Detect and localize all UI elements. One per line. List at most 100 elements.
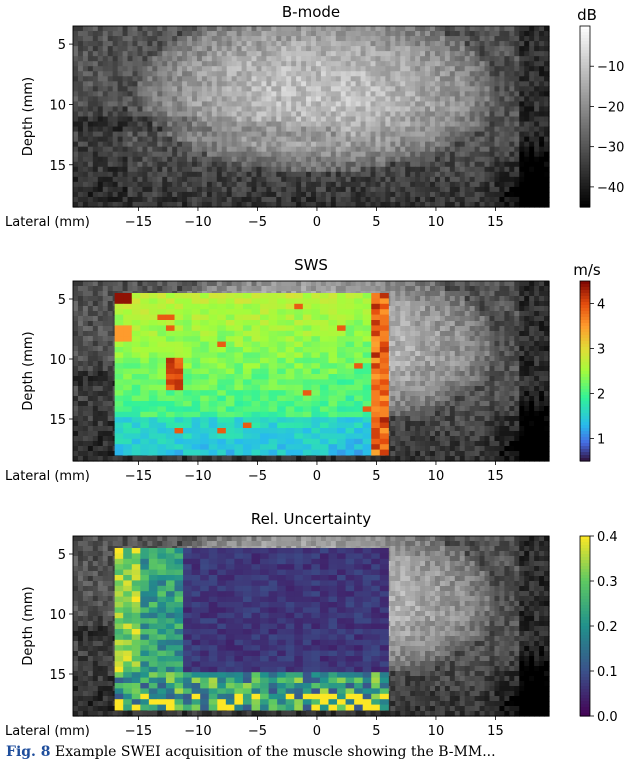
heatmap-cell (484, 136, 491, 143)
heatmap-cell (182, 201, 188, 208)
heatmap-cell (345, 56, 352, 62)
heatmap-cell (162, 161, 168, 168)
x-tick-label: 15 (487, 215, 504, 230)
heatmap-cell (375, 176, 382, 183)
heatmap-cell (430, 51, 436, 57)
heatmap-cell (206, 181, 213, 188)
colorbar-segment (580, 104, 590, 109)
heatmap-cell (479, 346, 486, 352)
heatmap-cell (187, 106, 193, 113)
heatmap-cell (271, 96, 277, 103)
heatmap-cell (241, 136, 248, 143)
heatmap-cell (434, 341, 441, 347)
heatmap-cell (380, 56, 386, 62)
heatmap-cell (340, 36, 347, 42)
heatmap-cell (241, 96, 248, 103)
heatmap-cell (544, 331, 550, 337)
heatmap-cell (425, 346, 431, 352)
heatmap-cell (499, 51, 505, 57)
heatmap-cell (241, 81, 248, 87)
heatmap-cell (107, 281, 114, 287)
heatmap-cell (385, 136, 391, 143)
heatmap-cell (405, 71, 411, 77)
heatmap-cell (291, 161, 297, 168)
heatmap-cell (415, 91, 421, 97)
heatmap-cell (226, 156, 233, 163)
heatmap-cell (400, 106, 406, 113)
heatmap-cell (484, 71, 491, 77)
heatmap-cell (430, 316, 436, 322)
heatmap-cell (206, 286, 213, 292)
heatmap-cell (82, 136, 89, 143)
heatmap-cell (301, 286, 307, 292)
heatmap-cell (296, 26, 302, 32)
heatmap-cell (201, 41, 208, 47)
heatmap-cell (474, 56, 481, 62)
heatmap-cell (534, 66, 540, 72)
heatmap-cell (73, 141, 79, 148)
heatmap-cell (340, 66, 347, 72)
heatmap-cell (534, 141, 540, 148)
heatmap-cell (395, 341, 401, 347)
heatmap-cell (286, 131, 292, 138)
heatmap-cell (415, 341, 421, 347)
heatmap-cell (226, 41, 233, 47)
heatmap-cell (291, 101, 297, 108)
heatmap-cell (519, 146, 525, 153)
heatmap-cell (177, 196, 183, 203)
heatmap-cell (509, 26, 515, 32)
heatmap-cell (276, 46, 282, 52)
heatmap-cell (142, 286, 148, 292)
heatmap-cell (509, 196, 515, 203)
heatmap-cell (162, 181, 168, 188)
heatmap-cell (444, 106, 451, 113)
heatmap-cell (375, 281, 382, 287)
heatmap-cell (241, 76, 248, 82)
heatmap-cell (221, 91, 228, 97)
heatmap-cell (122, 106, 129, 113)
heatmap-cell (494, 101, 501, 108)
heatmap-cell (182, 171, 188, 178)
heatmap-cell (360, 76, 367, 82)
heatmap-cell (420, 316, 426, 322)
heatmap-cell (221, 201, 228, 208)
heatmap-cell (519, 201, 525, 208)
heatmap-cell (430, 36, 436, 42)
heatmap-cell (231, 51, 238, 57)
heatmap-cell (201, 136, 208, 143)
heatmap-cell (102, 81, 109, 87)
heatmap-cell (410, 341, 416, 347)
heatmap-cell (444, 111, 451, 118)
heatmap-cell (192, 166, 198, 173)
heatmap-cell (529, 191, 535, 198)
heatmap-cell (320, 116, 327, 123)
heatmap-cell (167, 81, 173, 87)
heatmap-cell (256, 61, 263, 67)
heatmap-cell (489, 311, 496, 317)
heatmap-cell (276, 176, 282, 183)
heatmap-cell (102, 36, 109, 42)
heatmap-cell (325, 91, 332, 97)
heatmap-cell (395, 91, 401, 97)
heatmap-cell (385, 41, 391, 47)
heatmap-cell (320, 96, 327, 103)
heatmap-cell (201, 116, 208, 123)
heatmap-cell (509, 191, 515, 198)
heatmap-cell (226, 161, 233, 168)
heatmap-cell (519, 336, 525, 342)
heatmap-cell (479, 46, 486, 52)
heatmap-cell (459, 316, 466, 322)
heatmap-cell (216, 101, 223, 108)
heatmap-cell (544, 121, 550, 128)
heatmap-cell (226, 126, 233, 133)
heatmap-cell (544, 56, 550, 62)
heatmap-cell (335, 41, 342, 47)
heatmap-cell (454, 61, 461, 67)
heatmap-cell (524, 291, 530, 297)
heatmap-cell (192, 71, 198, 77)
heatmap-cell (201, 76, 208, 82)
heatmap-cell (216, 96, 223, 103)
heatmap-cell (479, 56, 486, 62)
heatmap-cell (539, 41, 545, 47)
heatmap-cell (281, 201, 287, 208)
